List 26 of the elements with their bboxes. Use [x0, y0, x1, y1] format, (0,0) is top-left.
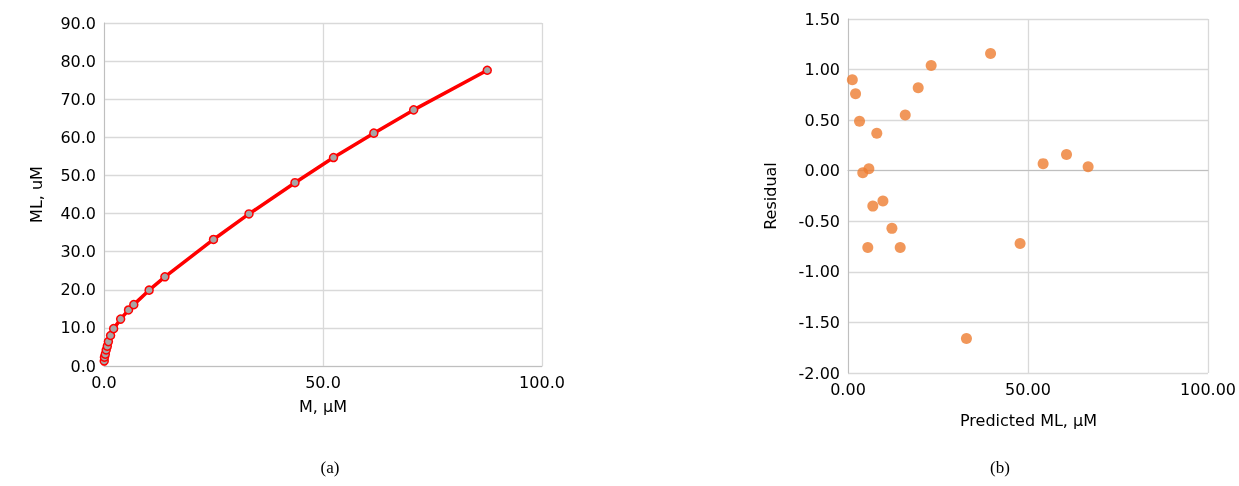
y-tick-label: 40.0: [60, 204, 96, 224]
y-tick-label: 50.0: [60, 165, 96, 185]
y-tick-label: 1.50: [804, 9, 840, 29]
y-tick-label: 60.0: [60, 127, 96, 147]
y-tick-label: 30.0: [60, 242, 96, 262]
x-tick-label: 100.00: [1180, 379, 1236, 399]
x-tick-label: 50.00: [1005, 379, 1051, 399]
y-tick-label: 90.0: [60, 13, 96, 33]
y-tick-label: 1.00: [804, 60, 840, 80]
text: (a): [320, 458, 340, 478]
y-tick-label: 0.50: [804, 110, 840, 130]
y-axis-title: ML, uM: [26, 166, 46, 223]
y-tick-label: -0.50: [798, 211, 840, 231]
y-tick-label: 70.0: [60, 89, 96, 109]
y-axis-title: Residual: [760, 162, 780, 230]
y-tick-label: 20.0: [60, 280, 96, 300]
x-axis-title: Predicted ML, μM: [958, 411, 1099, 430]
y-tick-label: 0.00: [804, 161, 840, 181]
x-axis-title: M, μM: [299, 396, 347, 416]
y-tick-label: -1.00: [798, 262, 840, 282]
text: (b): [990, 458, 1010, 478]
x-tick-label: 50.0: [305, 372, 341, 392]
y-tick-label: 10.0: [60, 318, 96, 338]
y-tick-label: 80.0: [60, 51, 96, 71]
x-tick-label: 100.0: [519, 372, 565, 392]
y-tick-label: -1.50: [798, 312, 840, 332]
